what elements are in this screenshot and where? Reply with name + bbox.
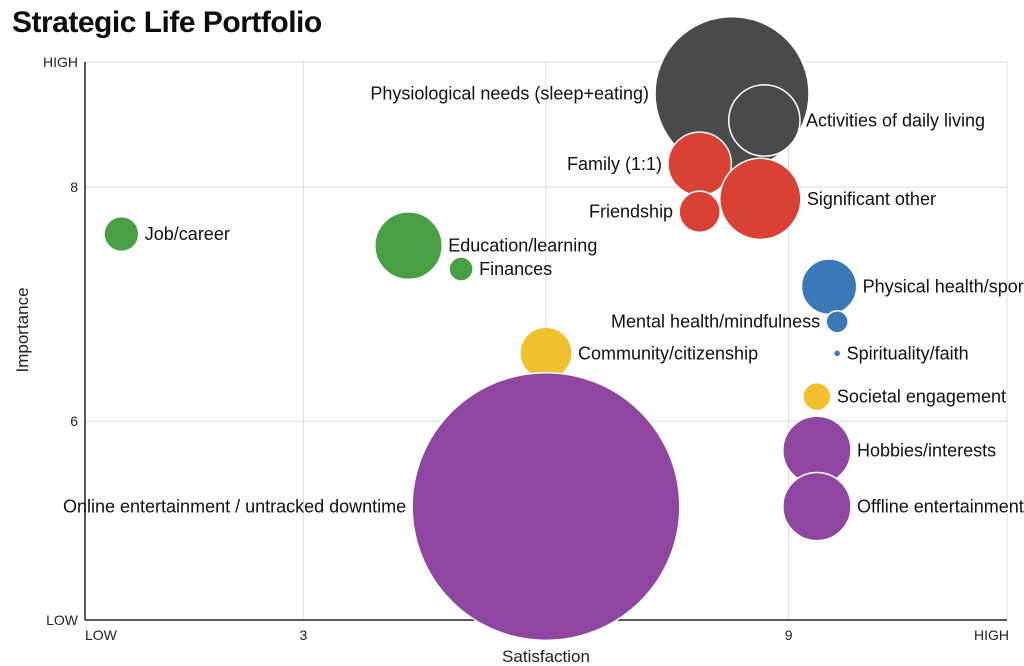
x-tick-label: 9 [785,627,793,643]
label-family-1-1: Family (1:1) [567,154,662,174]
x-tick-label: 3 [299,627,307,643]
y-axis-label: Importance [13,287,32,372]
label-physiological-needs-sleep-eating: Physiological needs (sleep+eating) [370,84,649,104]
bubble-friendship [678,190,721,234]
label-job-career: Job/career [145,224,230,244]
bubble-significant-other [719,157,802,241]
label-physical-health-sport: Physical health/sport [863,277,1024,297]
label-online-entertainment-untracked-downtime: Online entertainment / untracked downtim… [63,497,406,517]
x-axis-label: Satisfaction [502,647,590,666]
x-tick-label: LOW [85,627,118,643]
bubble-job-career [103,215,140,253]
bubble-mental-health-mindfulness [825,309,849,334]
bubble-offline-entertainment [782,471,852,542]
label-spirituality-faith: Spirituality/faith [847,343,969,363]
label-societal-engagement: Societal engagement [837,387,1006,407]
y-tick-label: 6 [70,413,78,429]
label-finances: Finances [479,259,552,279]
label-mental-health-mindfulness: Mental health/mindfulness [611,312,820,332]
label-education-learning: Education/learning [448,236,597,256]
bubble-societal-engagement [802,381,832,412]
y-tick-label: HIGH [43,54,78,70]
bubble-online-entertainment-untracked-downtime [411,371,681,642]
label-activities-of-daily-living: Activities of daily living [806,110,985,130]
label-community-citizenship: Community/citizenship [578,343,758,363]
bubble-community-citizenship [519,326,573,381]
bubbles [103,15,858,642]
bubble-labels: Physiological needs (sleep+eating) Activi… [63,84,1024,517]
label-significant-other: Significant other [807,189,936,209]
bubble-activities-of-daily-living [727,84,801,157]
label-friendship: Friendship [589,202,673,222]
x-tick-label: HIGH [974,627,1009,643]
bubble-physical-health-sport [800,258,858,315]
bubble-spirituality-faith [832,349,842,358]
bubble-education-learning [374,211,443,281]
y-tick-label: 8 [70,179,78,195]
label-hobbies-interests: Hobbies/interests [857,440,996,460]
y-tick-label: LOW [46,612,79,628]
label-offline-entertainment: Offline entertainment [857,497,1024,517]
axes: LOW369HIGHLOW68HIGH [43,54,1009,643]
bubble-finances [448,256,474,282]
chart-title: Strategic Life Portfolio [12,6,322,39]
